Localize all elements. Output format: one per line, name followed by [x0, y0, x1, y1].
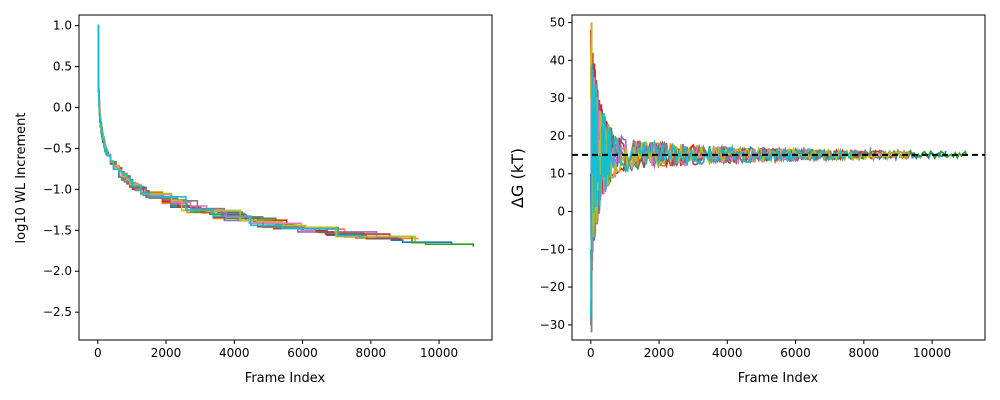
y-tick-label: 20 [550, 129, 565, 143]
y-tick-label: −2.0 [43, 264, 72, 278]
x-tick-label: 0 [94, 346, 102, 360]
delta-g-y-axis-label: ΔG (kT) [508, 148, 527, 208]
delta-g-panel: 0 2000 4000 6000 8000 10000 50 40 30 20 10 0 −10 −20… [508, 14, 986, 386]
x-tick-label: 4000 [712, 346, 743, 360]
y-tick-label: 40 [550, 53, 565, 67]
x-tick-label: 8000 [849, 346, 880, 360]
delta-g-x-axis-label: Frame Index [738, 371, 819, 386]
delta-g-y-ticks: 50 40 30 20 10 0 −10 −20 −30 [540, 16, 572, 332]
y-tick-label: −1.5 [43, 223, 72, 237]
y-tick-label: −10 [540, 242, 565, 256]
wl-increment-panel: 0 2000 4000 6000 8000 10000 1.0 0.5 0.0 −0.5 −1.0… [14, 14, 493, 386]
y-tick-label: 1.0 [53, 19, 72, 33]
wl-increment-x-ticks: 0 2000 4000 6000 8000 10000 [94, 340, 458, 360]
series-line-10 [590, 64, 858, 318]
y-tick-label: −1.0 [43, 182, 72, 196]
x-tick-label: 2000 [151, 346, 182, 360]
x-tick-label: 4000 [219, 346, 250, 360]
series-line-10 [97, 24, 364, 239]
delta-g-x-ticks: 0 2000 4000 6000 8000 10000 [587, 340, 951, 360]
x-tick-label: 0 [587, 346, 595, 360]
y-tick-label: −0.5 [43, 141, 72, 155]
y-tick-label: 0.5 [53, 60, 72, 74]
x-tick-label: 2000 [644, 346, 675, 360]
wl-increment-y-axis-label: log10 WL Increment [14, 113, 29, 244]
wl-increment-x-axis-label: Frame Index [245, 371, 326, 386]
delta-g-axes-frame [571, 14, 986, 341]
x-tick-label: 6000 [287, 346, 318, 360]
x-tick-label: 10000 [420, 346, 458, 360]
y-tick-label: 0.0 [53, 101, 72, 115]
wl-increment-axes-frame [78, 14, 493, 341]
y-tick-label: 0 [557, 205, 565, 219]
x-tick-label: 8000 [356, 346, 387, 360]
x-tick-label: 10000 [913, 346, 951, 360]
wl-increment-y-ticks: 1.0 0.5 0.0 −0.5 −1.0 −1.5 −2.0 −2.5 [43, 19, 79, 319]
y-tick-label: −30 [540, 318, 565, 332]
y-tick-label: 50 [550, 16, 565, 30]
y-tick-label: 10 [550, 167, 565, 181]
wl-increment-lines [97, 24, 474, 247]
y-tick-label: −2.5 [43, 305, 72, 319]
y-tick-label: −20 [540, 280, 565, 294]
x-tick-label: 6000 [780, 346, 811, 360]
y-tick-label: 30 [550, 91, 565, 105]
